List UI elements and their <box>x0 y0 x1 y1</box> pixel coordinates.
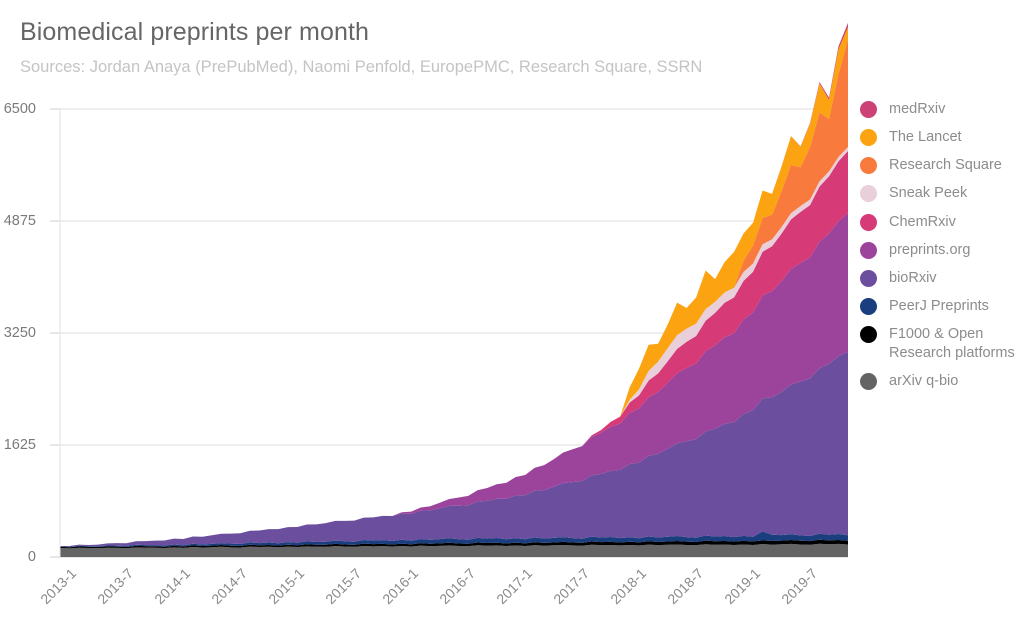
area-f1000-open-research-platforms <box>60 539 848 549</box>
legend-item-label: ChemRxiv <box>889 213 956 230</box>
legend-item-sneak-peek[interactable]: Sneak Peek <box>860 184 1024 203</box>
y-axis: 0 1625 3250 4875 6500 <box>0 0 50 637</box>
legend-item-label: Sneak Peek <box>889 185 968 202</box>
legend-item-preprints-org[interactable]: preprints.org <box>860 241 1024 260</box>
legend-swatch-icon <box>860 241 877 259</box>
area-biorxiv <box>60 351 848 547</box>
legend-item-label: Research Square <box>889 157 1002 174</box>
legend-item-biorxiv[interactable]: bioRxiv <box>860 269 1024 288</box>
y-tick-label: 0 <box>27 549 36 565</box>
legend-swatch-icon <box>860 373 877 391</box>
legend-item-research-square[interactable]: Research Square <box>860 156 1024 175</box>
legend-item-the-lancet[interactable]: The Lancet <box>860 128 1024 147</box>
legend-item-label: F1000 & Open Research platforms <box>889 326 1015 362</box>
legend-item-label: preprints.org <box>889 241 971 258</box>
area-chemrxiv <box>60 151 848 547</box>
legend-swatch-icon <box>860 297 877 315</box>
area-arxiv-q-bio <box>60 543 848 557</box>
legend-swatch-icon <box>860 213 877 231</box>
legend-item-arxiv-qbio[interactable]: arXiv q-bio <box>860 372 1024 391</box>
legend-swatch-icon <box>860 129 877 147</box>
legend-item-label: arXiv q-bio <box>889 373 959 390</box>
legend-swatch-icon <box>860 101 877 118</box>
area-peerj-preprints <box>60 531 848 548</box>
chart-legend: medRxiv The Lancet Research Square Sneak Pe… <box>860 100 1024 400</box>
page-title: Biomedical preprints per month <box>20 18 369 46</box>
legend-item-label: The Lancet <box>889 129 962 146</box>
legend-item-f1000[interactable]: F1000 & Open Research platforms <box>860 325 1024 363</box>
legend-item-label: PeerJ Preprints <box>889 297 989 314</box>
legend-item-peerj-preprints[interactable]: PeerJ Preprints <box>860 297 1024 316</box>
legend-swatch-icon <box>860 185 877 203</box>
legend-swatch-icon <box>860 269 877 287</box>
chart-subtitle: Sources: Jordan Anaya (PrePubMed), Naomi… <box>20 58 703 76</box>
area-preprints-org <box>60 213 848 547</box>
legend-swatch-icon <box>860 326 877 343</box>
y-tick-label: 6500 <box>3 101 36 117</box>
legend-item-chemrxiv[interactable]: ChemRxiv <box>860 213 1024 232</box>
area-series-group <box>60 22 848 557</box>
legend-swatch-icon <box>860 157 877 175</box>
legend-item-label: bioRxiv <box>889 269 937 286</box>
y-tick-label: 3250 <box>3 325 36 341</box>
y-tick-label: 4875 <box>3 213 36 229</box>
legend-item-medrxiv[interactable]: medRxiv <box>860 100 1024 119</box>
legend-item-label: medRxiv <box>889 101 946 117</box>
y-tick-label: 1625 <box>3 437 36 453</box>
